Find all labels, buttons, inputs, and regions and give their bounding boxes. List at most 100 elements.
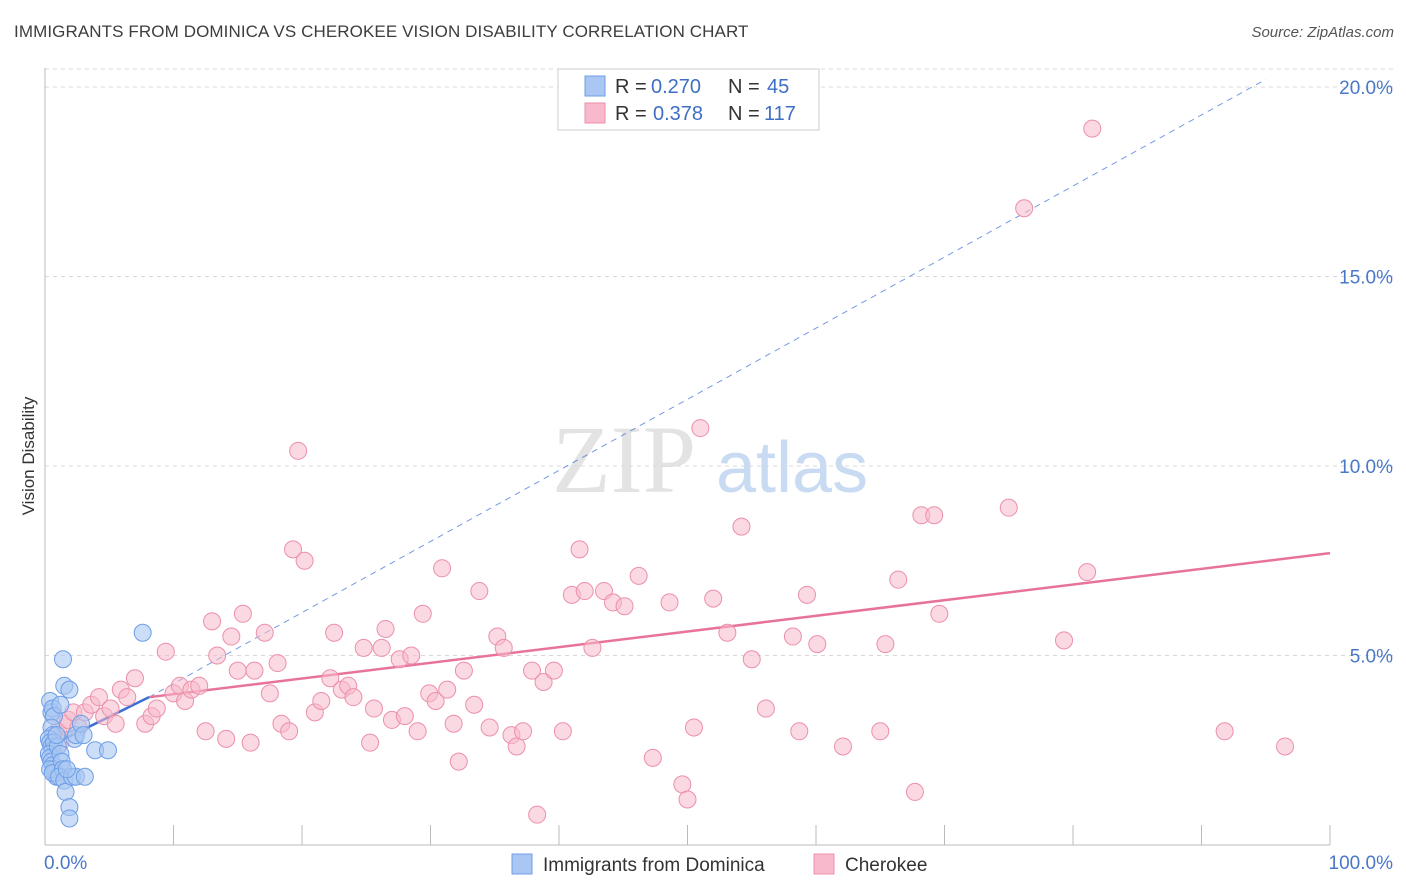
cherokee-point-10: [101, 699, 120, 718]
cherokee-point-70: [494, 638, 513, 657]
dominica-point-42: [133, 623, 152, 642]
dominica-point-32: [53, 650, 72, 669]
cherokee-point-115: [1215, 722, 1234, 741]
cherokee-point-94: [718, 623, 737, 642]
cherokee-trend-line: [148, 551, 1331, 699]
correlation-legend: R = 0.270 N = 45 R = 0.378 N = 117: [557, 68, 820, 131]
cherokee-point-91: [684, 718, 703, 737]
cherokee-point-68: [480, 718, 499, 737]
cherokee-point-87: [643, 748, 662, 767]
cherokee-point-64: [449, 752, 468, 771]
cherokee-point-85: [615, 597, 634, 616]
source-note: Source: ZipAtlas.com: [1251, 24, 1394, 41]
cherokee-point-47: [344, 688, 363, 707]
series-label-cherokee: Cherokee: [845, 855, 927, 876]
y-tick-label-1: 10.0%: [1339, 457, 1393, 478]
dominica-point-36: [74, 726, 93, 745]
cherokee-point-76: [534, 673, 553, 692]
series-swatch-dominica: [511, 853, 533, 875]
cherokee-point-110: [999, 498, 1018, 517]
cherokee-point-30: [233, 604, 252, 623]
dominica-point-39: [75, 767, 94, 786]
cherokee-point-13: [118, 688, 137, 707]
watermark-atlas: atlas: [716, 428, 868, 508]
cherokee-point-48: [354, 638, 373, 657]
cherokee-point-100: [798, 585, 817, 604]
cherokee-point-43: [321, 669, 340, 688]
cherokee-point-33: [255, 623, 274, 642]
cherokee-point-66: [465, 695, 484, 714]
cherokee-point-102: [833, 737, 852, 756]
cherokee-point-29: [228, 661, 247, 680]
cherokee-point-28: [222, 627, 241, 646]
cherokee-point-108: [925, 506, 944, 525]
gridlines: [45, 68, 1393, 656]
cherokee-point-58: [413, 604, 432, 623]
cherokee-point-93: [704, 589, 723, 608]
cherokee-point-65: [454, 661, 473, 680]
cherokee-point-81: [575, 582, 594, 601]
cherokee-point-61: [433, 559, 452, 578]
cherokee-point-116: [1276, 737, 1295, 756]
cherokee-point-67: [470, 582, 489, 601]
y-tick-labels: 5.0% 10.0% 15.0% 20.0%: [1339, 78, 1393, 668]
cherokee-point-90: [678, 790, 697, 809]
cherokee-point-62: [438, 680, 457, 699]
dominica-trend-extended: [148, 78, 1266, 698]
cherokee-point-106: [905, 782, 924, 801]
cherokee-point-57: [408, 722, 427, 741]
cherokee-point-44: [325, 623, 344, 642]
legend-swatch-blue: [584, 75, 606, 97]
series-legend: Immigrants from Dominica Cherokee: [511, 853, 927, 876]
cherokee-point-77: [544, 661, 563, 680]
cherokee-point-63: [444, 714, 463, 733]
series-label-dominica: Immigrants from Dominica: [543, 855, 765, 876]
dominica-point-43: [47, 726, 66, 745]
cherokee-point-17: [147, 699, 166, 718]
cherokee-point-50: [364, 699, 383, 718]
dominica-point-44: [57, 760, 76, 779]
chart-title: IMMIGRANTS FROM DOMINICA VS CHEROKEE VIS…: [14, 22, 749, 41]
cherokee-point-8: [89, 688, 108, 707]
y-tick-label-0: 5.0%: [1350, 646, 1393, 667]
cherokee-points: [48, 119, 1295, 824]
cherokee-point-52: [376, 619, 395, 638]
cherokee-point-111: [1015, 199, 1034, 218]
cherokee-point-27: [217, 729, 236, 748]
legend-n-value-2: 117: [764, 103, 796, 125]
cherokee-point-109: [930, 604, 949, 623]
cherokee-point-95: [732, 517, 751, 536]
cherokee-point-74: [523, 661, 542, 680]
x-tick-label-1: 100.0%: [1329, 853, 1394, 874]
cherokee-point-114: [1083, 119, 1102, 138]
cherokee-point-82: [583, 638, 602, 657]
cherokee-point-23: [190, 676, 209, 695]
series-swatch-cherokee: [813, 853, 835, 875]
cherokee-point-80: [570, 540, 589, 559]
watermark-zip: ZIP: [552, 406, 696, 513]
cherokee-point-51: [372, 638, 391, 657]
cherokee-point-75: [528, 805, 547, 824]
y-tick-label-3: 20.0%: [1339, 78, 1393, 99]
x-tick-labels: 0.0% 100.0%: [44, 853, 1393, 874]
cherokee-point-11: [106, 714, 125, 733]
dominica-points: [39, 623, 152, 828]
cherokee-point-98: [783, 627, 802, 646]
cherokee-point-49: [361, 733, 380, 752]
legend-n-value-1: 45: [767, 76, 789, 98]
cherokee-point-56: [402, 646, 421, 665]
cherokee-point-78: [553, 722, 572, 741]
dominica-point-28: [60, 809, 79, 828]
cherokee-point-42: [312, 691, 331, 710]
cherokee-point-96: [742, 650, 761, 669]
cherokee-point-60: [426, 691, 445, 710]
cherokee-point-39: [289, 441, 308, 460]
legend-r-value-2: 0.378: [653, 103, 703, 125]
dominica-point-26: [56, 782, 75, 801]
cherokee-point-31: [241, 733, 260, 752]
cherokee-point-24: [196, 722, 215, 741]
legend-n-label-2: N =: [728, 103, 760, 125]
cherokee-point-99: [790, 722, 809, 741]
cherokee-point-105: [889, 570, 908, 589]
